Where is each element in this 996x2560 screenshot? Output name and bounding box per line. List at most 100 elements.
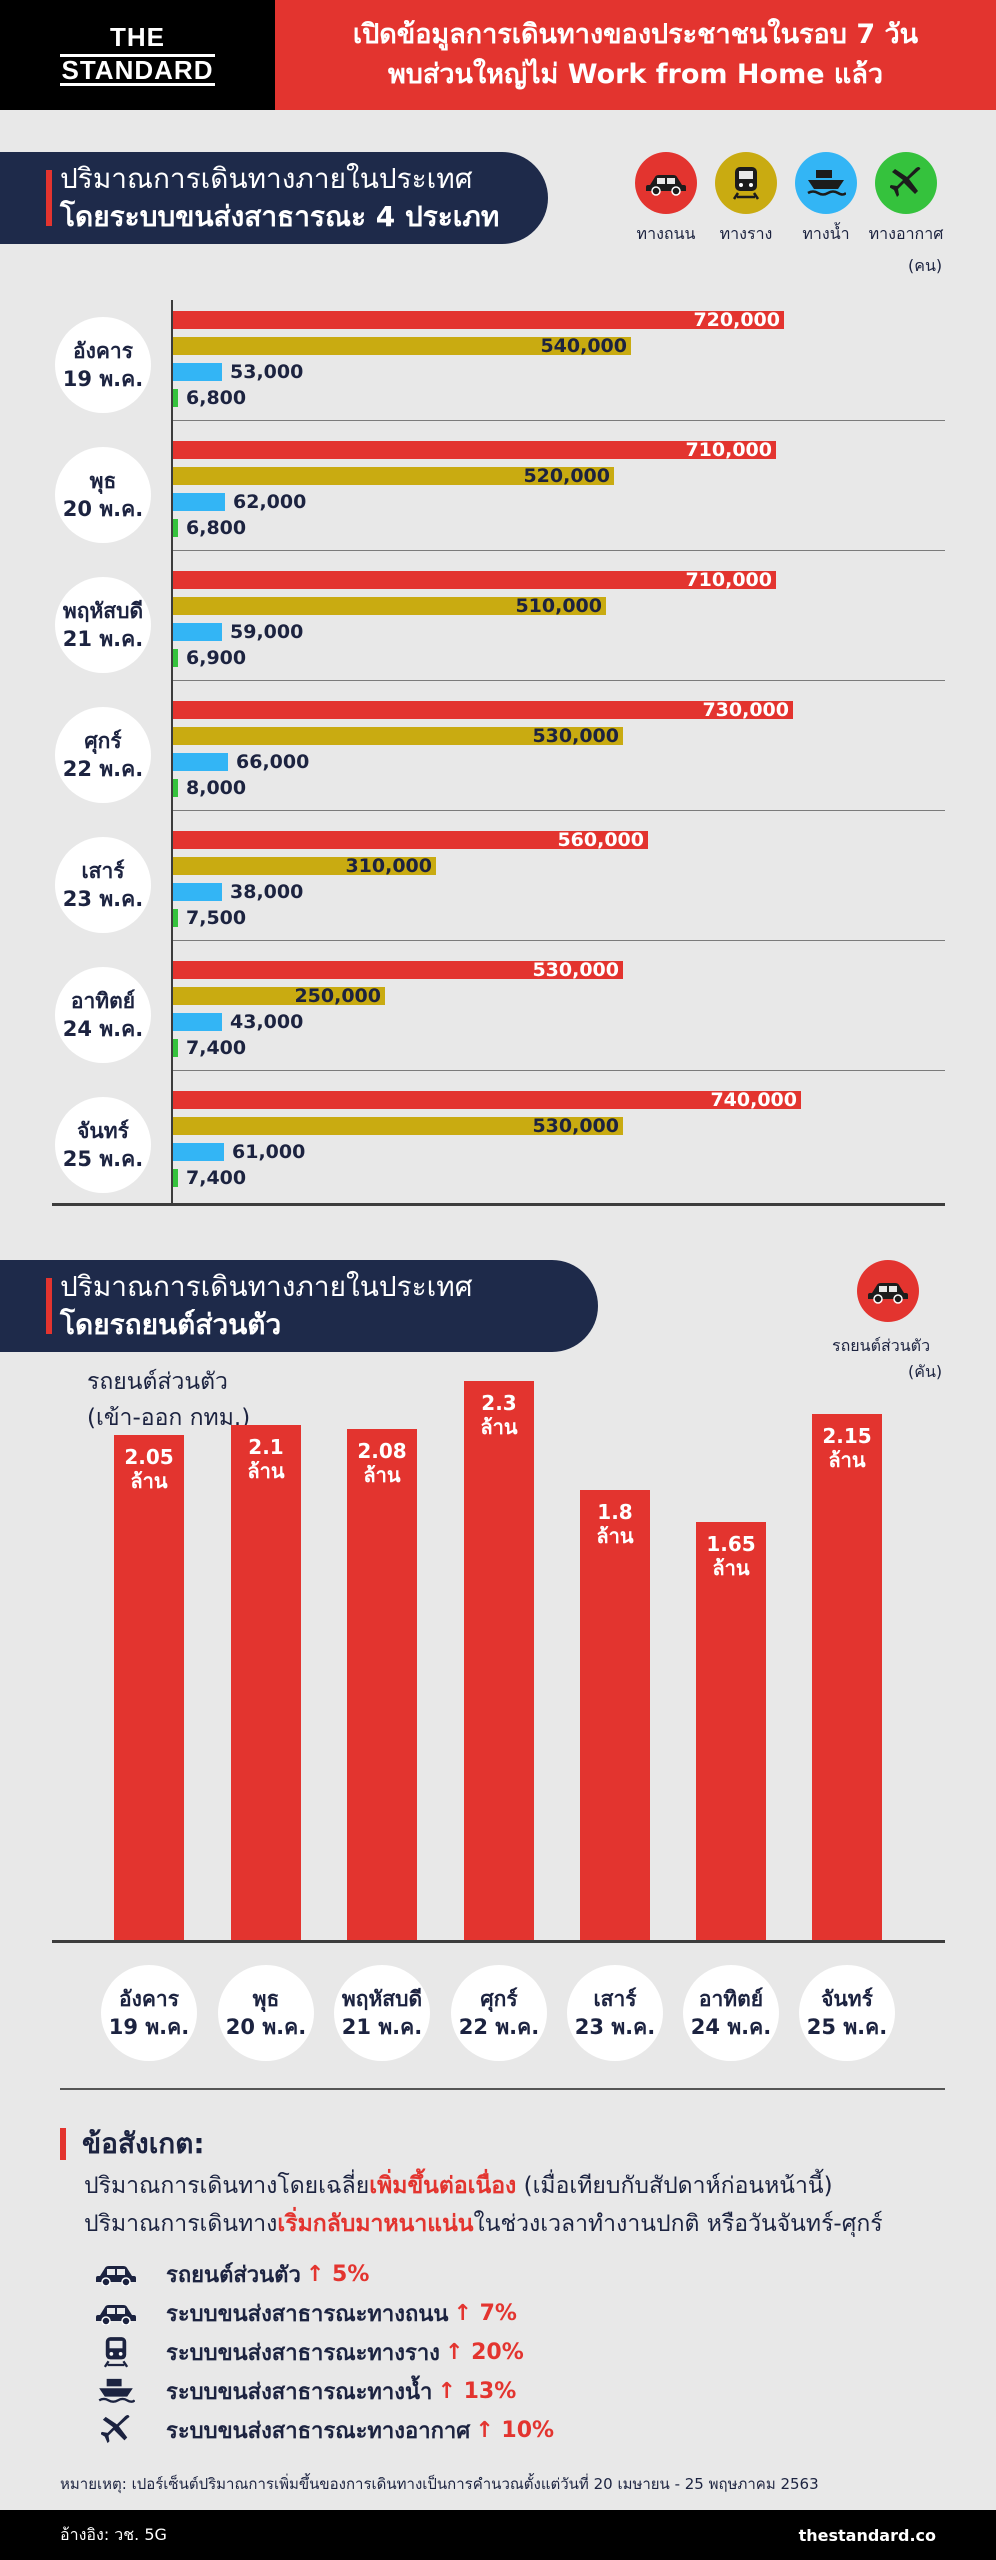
logo-line2: STANDARD [59,54,216,86]
stat-change: ↑ 20% [445,2339,524,2365]
bar-water [172,493,225,511]
notes-divider [60,2088,945,2090]
day-name: ศุกร์ [480,1987,518,2011]
day-date: 19 พ.ค. [108,2015,190,2039]
group-separator [172,420,945,421]
stat-change: ↑ 7% [453,2300,517,2326]
group-separator [172,810,945,811]
car-icon [635,152,697,214]
data-label: 540,000 [540,335,627,357]
day-date: 24 พ.ค. [62,1017,144,1041]
stat-change: ↑ 10% [475,2417,555,2443]
data-label: 530,000 [532,725,619,747]
bar-private-car: 1.65 ล้าน [696,1522,766,1940]
bar-road [172,311,784,329]
value-unit: ล้าน [828,1448,866,1472]
category-label: พฤหัสบดี 21 พ.ค. [334,1965,430,2061]
data-label: 520,000 [523,465,610,487]
note-line-2-suffix: ในช่วงเวลาทำงานปกติ หรือวันจันทร์-ศุกร์ [473,2211,883,2237]
day-date: 23 พ.ค. [62,887,144,911]
note-line-1: ปริมาณการเดินทางโดยเฉลี่ยเพิ่มขึ้นต่อเนื… [84,2168,833,2204]
stat-label: ระบบขนส่งสาธารณะทางราง [166,2340,440,2366]
legend-rail-label: ทางราง [719,224,773,243]
boat-icon [96,2375,136,2407]
note-line-1-highlight: เพิ่มขึ้นต่อเนื่อง [369,2173,517,2199]
bar-air [172,1169,178,1187]
logo: THE STANDARD [0,0,275,110]
data-label: 8,000 [186,777,247,799]
bar-road [172,441,776,459]
day-date: 24 พ.ค. [690,2015,772,2039]
bar-private-car: 2.3 ล้าน [464,1381,534,1940]
bar-air [172,909,178,927]
legend-water-label: ทางน้ำ [802,224,850,243]
train-icon [715,152,777,214]
plane-icon [875,152,937,214]
source: อ้างอิง: วช. 5G [60,2524,167,2544]
data-label: 6,800 [186,517,247,539]
x-axis [52,1940,945,1943]
value-unit: ล้าน [130,1469,168,1493]
headline-line1: เปิดข้อมูลการเดินทางของประชาชนในรอบ 7 วั… [352,19,919,50]
data-label: 250,000 [294,985,381,1007]
section2-legend-label: รถยนต์ส่วนตัว [832,1336,931,1355]
legend-private-car [848,1260,928,1322]
day-name: พฤหัสบดี [341,1987,423,2011]
bar-road [172,961,623,979]
bar-water [172,363,222,381]
value-label: 1.65 [706,1532,756,1556]
plane-icon [96,2414,136,2446]
bar-rail [172,467,614,485]
day-date: 20 พ.ค. [225,2015,307,2039]
car-icon [857,1260,919,1322]
day-name: พฤหัสบดี [62,599,144,623]
day-name: อังคาร [73,339,133,363]
logo-line1: THE [110,22,165,52]
day-label: พุธ 20 พ.ค. [55,447,151,543]
data-label: 38,000 [230,881,304,903]
stat-row-air: ระบบขนส่งสาธารณะทางอากาศ ↑ 10% [96,2412,554,2448]
bar-private-car: 2.05 ล้าน [114,1435,184,1940]
stat-label: ระบบขนส่งสาธารณะทางอากาศ [166,2418,471,2444]
bar-road [172,831,648,849]
data-label: 62,000 [233,491,307,513]
value-unit: ล้าน [596,1524,634,1548]
day-label: พฤหัสบดี 21 พ.ค. [55,577,151,673]
note-line-2: ปริมาณการเดินทางเริ่มกลับมาหนาแน่นในช่วง… [84,2206,883,2242]
section2-title-line2: โดยรถยนต์ส่วนตัว [60,1308,282,1341]
data-label: 310,000 [345,855,432,877]
header: THE STANDARD เปิดข้อมูลการเดินทางของประช… [0,0,996,110]
day-date: 19 พ.ค. [62,367,144,391]
bar-private-car: 2.15 ล้าน [812,1414,882,1940]
bar-air [172,389,178,407]
data-label: 710,000 [685,439,772,461]
note-line-1-suffix: (เมื่อเทียบกับสัปดาห์ก่อนหน้านี้) [516,2173,833,2199]
car-icon [96,2258,136,2290]
day-name: จันทร์ [821,1987,873,2011]
day-label: อาทิตย์ 24 พ.ค. [55,967,151,1063]
data-label: 66,000 [236,751,310,773]
group-separator [172,940,945,941]
data-label: 43,000 [230,1011,304,1033]
value-unit: ล้าน [480,1415,518,1439]
vchart-ylabel-2: (เข้า-ออก กทม.) [87,1405,251,1431]
section1-title-line1: ปริมาณการเดินทางภายในประเทศ [60,162,473,195]
legend-road-label: ทางถนน [636,224,696,243]
data-label: 6,800 [186,387,247,409]
value-label: 2.05 [124,1445,174,1469]
legend-water: ทางน้ำ [786,152,866,247]
legend-air: ทางอากาศ [866,152,946,247]
day-name: อาทิตย์ [70,989,136,1013]
bar-rail [172,727,623,745]
bar-air [172,519,178,537]
data-label: 560,000 [557,829,644,851]
day-date: 25 พ.ค. [62,1147,144,1171]
data-label: 6,900 [186,647,247,669]
day-label: ศุกร์ 22 พ.ค. [55,707,151,803]
group-separator [172,1070,945,1071]
bar-water [172,623,222,641]
section2-title: ปริมาณการเดินทางภายในประเทศ โดยรถยนต์ส่ว… [0,1260,598,1352]
site-link[interactable]: thestandard.co [798,2525,936,2545]
bar-private-car: 1.8 ล้าน [580,1490,650,1940]
day-label: จันทร์ 25 พ.ค. [55,1097,151,1193]
